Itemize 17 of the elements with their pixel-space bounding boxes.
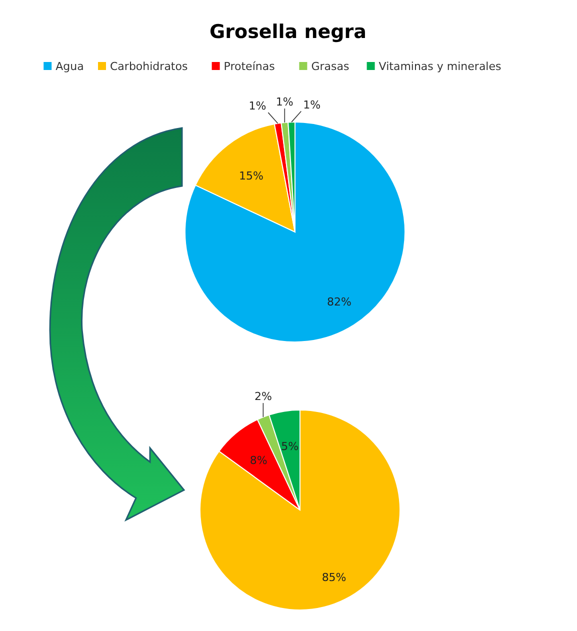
data-label: 1%	[248, 100, 266, 113]
data-label: 2%	[254, 390, 272, 404]
data-label: 8%	[250, 454, 268, 467]
legend-label: Carbohidratos	[110, 60, 188, 73]
legend-label: Agua	[56, 60, 84, 73]
pie-slice	[184, 122, 406, 342]
legend-label: Proteínas	[224, 60, 276, 73]
legend-label: Vitaminas y minerales	[378, 60, 502, 73]
legend-label: Grasas	[311, 60, 350, 73]
data-label: 82%	[326, 296, 352, 309]
data-label: 1%	[276, 95, 294, 108]
chart-title: Grosella negra	[210, 21, 366, 43]
data-label: 85%	[322, 570, 346, 584]
data-label: 1%	[303, 98, 321, 112]
data-label: 15%	[238, 170, 264, 183]
data-label: 5%	[281, 440, 299, 453]
pie-slice	[200, 410, 400, 610]
